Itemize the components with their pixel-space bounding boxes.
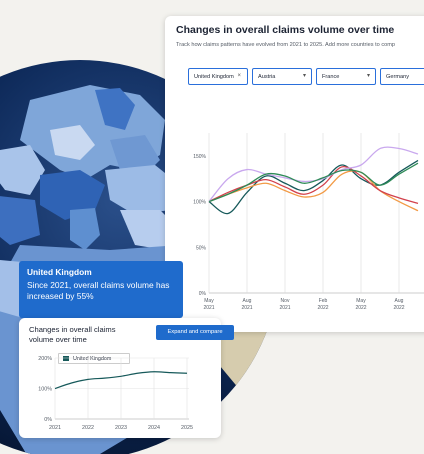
y-tick-label: 0% <box>199 291 207 297</box>
close-icon[interactable]: × <box>237 73 241 79</box>
x-tick-year: 2021 <box>203 305 214 311</box>
y-tick-label: 100% <box>38 387 52 393</box>
x-tick-month: May <box>356 298 366 304</box>
x-tick-month: Nov <box>281 298 290 304</box>
main-chart-title: Changes in overall claims volume over ti… <box>176 24 395 36</box>
series-line-united-kingdom <box>54 371 188 390</box>
y-tick-label: 0% <box>44 417 52 423</box>
chip-label: Austria <box>258 74 276 80</box>
chevron-down-icon: ▾ <box>366 73 370 79</box>
legend-swatch <box>63 356 69 361</box>
x-tick-year: 2021 <box>241 305 252 311</box>
country-select-austria[interactable]: Austria ▾ <box>252 68 312 85</box>
y-tick-label: 50% <box>196 245 207 251</box>
tooltip-body: Since 2021, overall claims volume has in… <box>27 280 170 301</box>
mini-chart-title: Changes in overall claims volume over ti… <box>29 325 116 344</box>
x-tick-label: 2024 <box>148 425 160 431</box>
mini-line-chart: 200% 100% 0% 2021 2022 2023 2024 2025 <box>38 356 193 431</box>
x-tick-month: May <box>204 298 214 304</box>
mini-chart-legend: United Kingdom <box>58 353 130 364</box>
country-chip-united-kingdom[interactable]: United Kingdom × <box>188 68 248 85</box>
x-tick-label: 2022 <box>82 425 94 431</box>
country-select-germany[interactable]: Germany <box>380 68 424 85</box>
x-tick-month: Aug <box>243 298 252 304</box>
chevron-down-icon: ▾ <box>302 73 306 79</box>
y-tick-label: 150% <box>193 154 206 160</box>
x-tick-year: 2022 <box>355 305 366 311</box>
x-tick-label: 2021 <box>49 425 61 431</box>
x-tick-year: 2022 <box>393 305 404 311</box>
chip-label: United Kingdom <box>194 74 234 80</box>
y-tick-label: 100% <box>193 200 206 206</box>
chip-label: France <box>322 74 340 80</box>
country-select-france[interactable]: France ▾ <box>316 68 376 85</box>
x-tick-month: Aug <box>395 298 404 304</box>
tooltip-title: United Kingdom <box>27 267 92 277</box>
x-tick-year: 2022 <box>317 305 328 311</box>
x-tick-label: 2025 <box>181 425 193 431</box>
series-line-green <box>208 162 419 203</box>
y-tick-label: 200% <box>38 356 52 362</box>
main-line-chart: 150%100%50%0%May2021Aug2021Nov2021Feb202… <box>193 133 424 311</box>
chip-label: Germany <box>386 74 410 80</box>
series-line-red <box>208 165 419 205</box>
legend-label: United Kingdom <box>73 356 112 362</box>
country-tooltip: United Kingdom Since 2021, overall claim… <box>19 261 183 318</box>
main-chart-card: Changes in overall claims volume over ti… <box>165 16 424 332</box>
main-chart-subtitle: Track how claims patterns have evolved f… <box>176 42 395 48</box>
x-tick-label: 2023 <box>115 425 127 431</box>
expand-and-compare-button[interactable]: Expand and compare <box>156 325 234 340</box>
x-tick-year: 2021 <box>279 305 290 311</box>
mini-chart-card: Changes in overall claims volume over ti… <box>19 318 234 438</box>
x-tick-month: Feb <box>319 298 328 304</box>
